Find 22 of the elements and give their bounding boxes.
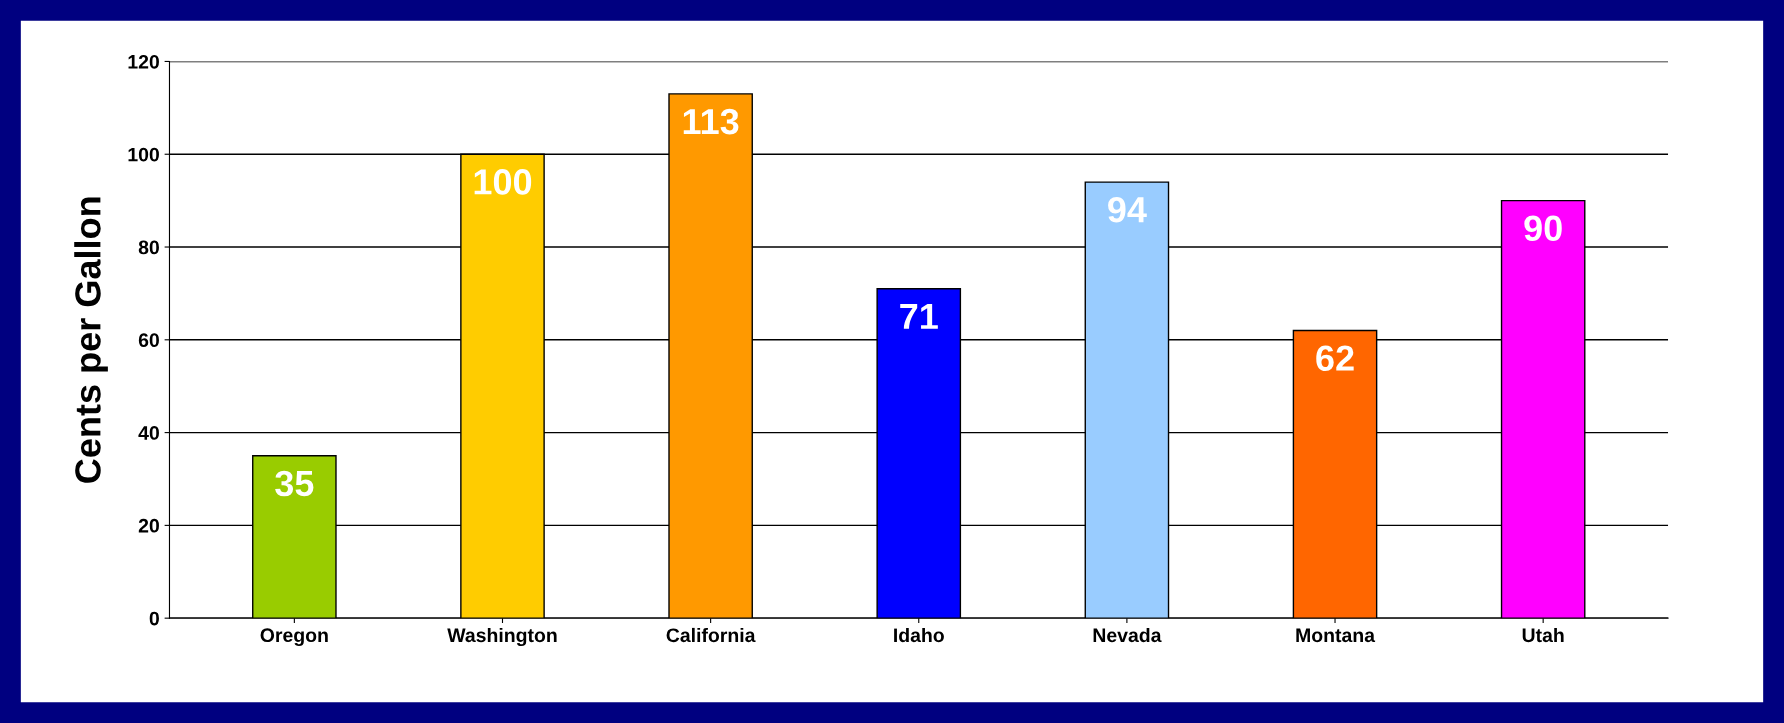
y-tick-label: 60 [138, 333, 159, 348]
data-label: 113 [683, 108, 739, 135]
y-tick-label: 40 [138, 426, 159, 440]
y-tick-label: 80 [138, 240, 159, 255]
y-axis-title: Cents per Gallon [74, 197, 108, 483]
data-label: 71 [900, 304, 938, 329]
y-tick-label: 20 [138, 518, 159, 533]
data-label: 100 [474, 169, 532, 195]
y-tick-label: 100 [128, 147, 159, 162]
x-tick-label: Idaho [894, 627, 944, 643]
data-label: 90 [1524, 215, 1562, 242]
x-tick-label: Nevada [1093, 627, 1162, 643]
data-label: 94 [1108, 196, 1147, 223]
data-label: 62 [1316, 345, 1354, 371]
x-tick-label: Washington [447, 627, 557, 647]
x-tick-label: Montana [1296, 628, 1376, 643]
data-label: 35 [275, 470, 314, 497]
y-tick-label: 120 [128, 54, 159, 69]
x-tick-label: Oregon [260, 628, 328, 647]
x-tick-label: California [666, 627, 756, 643]
y-tick-label: 0 [149, 611, 159, 626]
x-tick-label: Utah [1522, 627, 1564, 643]
